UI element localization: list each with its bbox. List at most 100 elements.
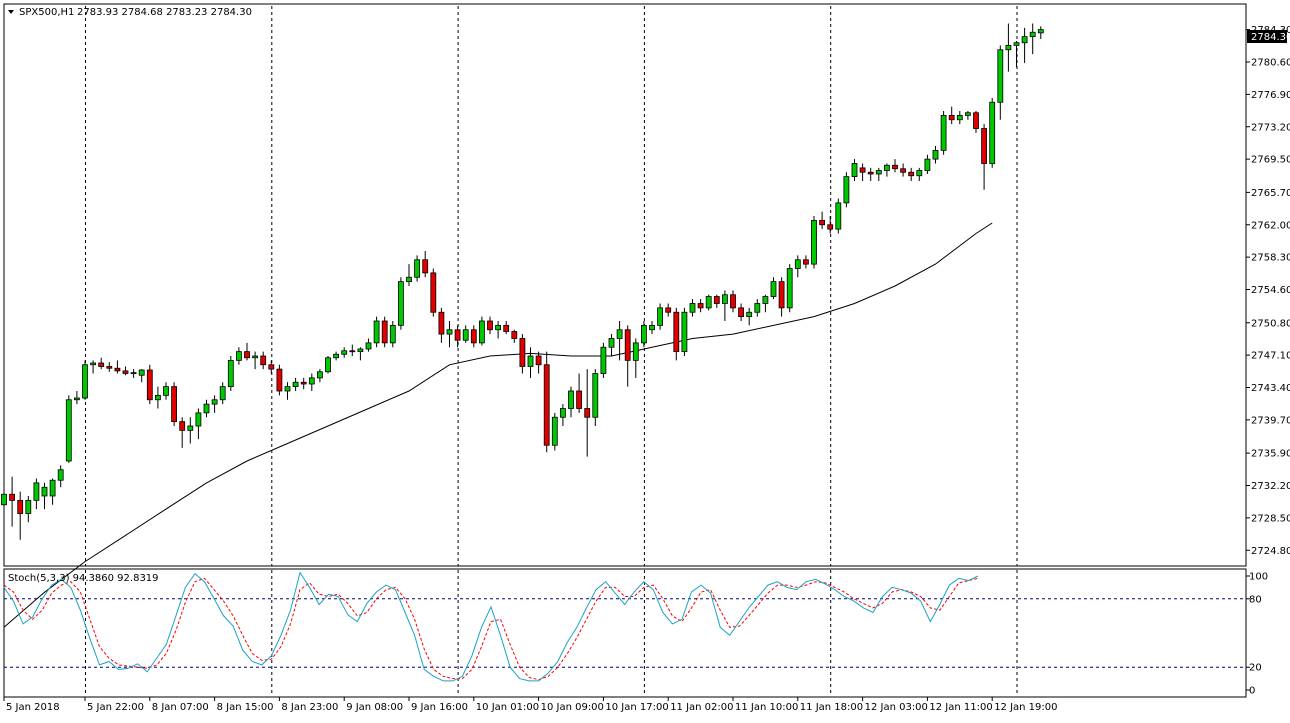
- candle-body: [91, 363, 96, 365]
- candle-body: [1014, 43, 1019, 46]
- candle-body: [107, 367, 112, 369]
- candle-body: [633, 343, 638, 361]
- candle: [593, 369, 598, 426]
- candle-body: [334, 354, 339, 358]
- candle: [58, 465, 63, 487]
- candle: [479, 317, 484, 346]
- candle-body: [682, 312, 687, 351]
- dropdown-triangle-icon[interactable]: [8, 10, 14, 14]
- candle: [884, 164, 889, 177]
- candle: [1022, 28, 1027, 63]
- candle-body: [779, 282, 784, 308]
- candle-body: [860, 168, 865, 172]
- candle: [666, 304, 671, 317]
- candle-body: [34, 483, 39, 501]
- day-separators: [86, 6, 1018, 566]
- candle: [876, 168, 881, 181]
- candle-body: [585, 409, 590, 418]
- candle: [245, 343, 250, 361]
- candle-body: [601, 347, 606, 373]
- candle-body: [520, 339, 525, 367]
- candle: [26, 496, 31, 522]
- candle-body: [479, 321, 484, 343]
- candle-body: [439, 312, 444, 334]
- candle: [220, 382, 225, 404]
- candle: [253, 352, 258, 370]
- candle: [2, 492, 7, 518]
- candle-body: [917, 171, 922, 176]
- candle: [415, 255, 420, 281]
- candle: [714, 295, 719, 308]
- candle: [99, 358, 104, 369]
- stochastic-panel-frame: [4, 569, 1246, 697]
- price-tick-label: 2769.50: [1251, 155, 1290, 166]
- candle-body: [488, 321, 493, 330]
- candle-body: [366, 343, 371, 349]
- candle-body: [893, 165, 898, 169]
- candle-body: [423, 260, 428, 273]
- candle: [917, 168, 922, 181]
- candle: [982, 124, 987, 190]
- candle-body: [593, 374, 598, 418]
- candle-body: [974, 113, 979, 129]
- candle-body: [407, 277, 412, 281]
- candle: [731, 290, 736, 312]
- time-tick-label: 8 Jan 07:00: [152, 702, 209, 713]
- candle: [10, 477, 15, 527]
- ohlc-label: 2783.93 2784.68 2783.23 2784.30: [77, 7, 252, 18]
- candle-body: [155, 395, 160, 399]
- candle-body: [398, 282, 403, 326]
- candle-body: [350, 351, 355, 352]
- candle: [893, 159, 898, 172]
- candle: [925, 155, 930, 174]
- candle: [812, 216, 817, 269]
- price-tick-label: 2773.20: [1251, 122, 1290, 133]
- candle: [965, 111, 970, 120]
- candle: [463, 325, 468, 343]
- candle: [633, 339, 638, 378]
- candle-body: [982, 129, 987, 164]
- stochastic-tick-label: 20: [1249, 663, 1262, 674]
- candle: [771, 277, 776, 299]
- candle: [998, 45, 1003, 119]
- candle-body: [326, 358, 331, 372]
- candle-body: [123, 371, 128, 374]
- candle: [763, 295, 768, 313]
- candle-body: [706, 297, 711, 308]
- candle: [1030, 24, 1035, 55]
- candle-body: [828, 225, 833, 229]
- candle-body: [374, 321, 379, 343]
- candle: [641, 321, 646, 347]
- candle-body: [245, 352, 250, 358]
- candle: [1006, 24, 1011, 72]
- time-tick-label: 8 Jan 15:00: [217, 702, 274, 713]
- candle-body: [1038, 30, 1043, 33]
- stochastic-tick-label: 0: [1249, 686, 1255, 697]
- candle-body: [99, 363, 104, 367]
- price-tick-label: 2776.90: [1251, 90, 1290, 101]
- stochastic-day-separators: [86, 570, 1018, 696]
- candle-body: [164, 387, 169, 396]
- candle: [755, 299, 760, 317]
- candle-body: [714, 297, 719, 304]
- candle: [820, 212, 825, 230]
- candle: [974, 111, 979, 133]
- candle-body: [731, 295, 736, 308]
- candle: [520, 334, 525, 373]
- candle-body: [261, 356, 266, 365]
- price-tick-label: 2750.80: [1251, 318, 1290, 329]
- candle-body: [58, 470, 63, 481]
- candle: [852, 159, 857, 181]
- candle-body: [844, 177, 849, 203]
- candle-body: [1022, 37, 1027, 43]
- time-tick-label: 11 Jan 02:00: [670, 702, 733, 713]
- stochastic-label: Stoch(5,3,3) 94.3860 92.8319: [8, 573, 159, 584]
- candle-body: [269, 365, 274, 369]
- stochastic-tick-label: 80: [1249, 594, 1262, 605]
- candle: [488, 317, 493, 335]
- candle-body: [204, 404, 209, 413]
- candle: [674, 308, 679, 361]
- candle: [706, 295, 711, 311]
